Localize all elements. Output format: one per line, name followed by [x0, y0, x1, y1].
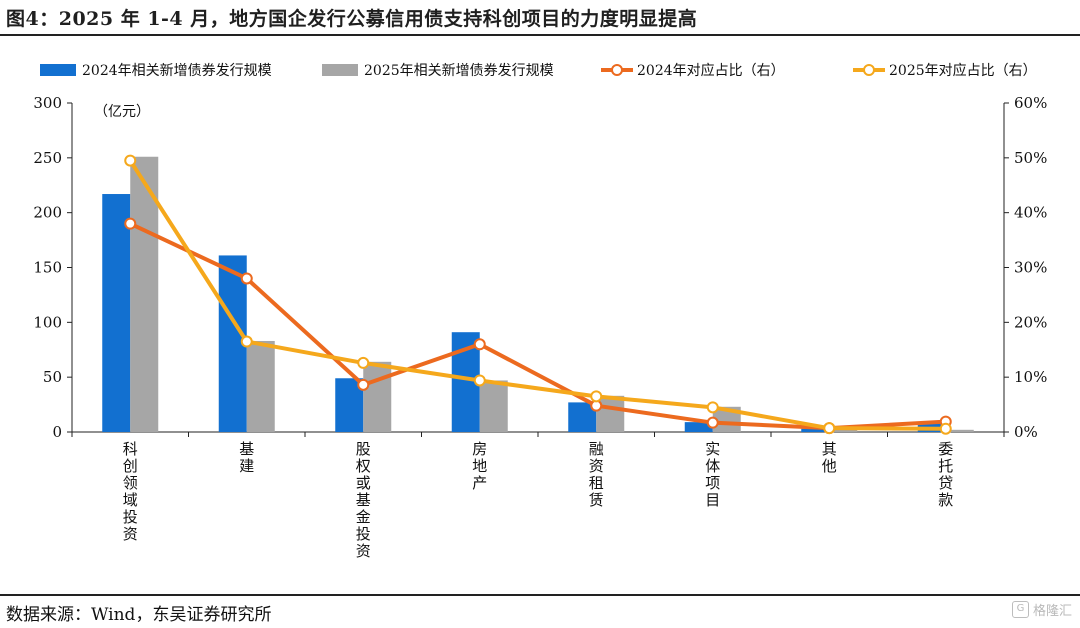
- legend-swatch: [40, 64, 76, 76]
- line-point: [240, 335, 253, 348]
- bar: [130, 156, 159, 432]
- bottom-rule: [0, 594, 1080, 596]
- legend-swatch: [322, 64, 358, 76]
- y-right-tick-label: 0%: [1014, 423, 1038, 441]
- y-left-tick-label: 100: [33, 313, 62, 331]
- y-left-tick-label: 150: [33, 259, 62, 277]
- watermark: G 格隆汇: [1011, 600, 1072, 619]
- x-tick-label: 融资租赁: [589, 440, 604, 509]
- series-line: [129, 221, 946, 431]
- y-left-tick-label: 250: [33, 149, 62, 167]
- legend-marker: [611, 64, 623, 76]
- legend-label: 2025年相关新增债券发行规模: [364, 63, 554, 79]
- bar: [102, 194, 131, 432]
- line-point: [240, 272, 253, 285]
- chart: 0 50 100 150 200 250 300 0% 10% 20% 30% 40% 50% 60% （亿…: [33, 62, 1047, 560]
- bar: [801, 428, 830, 432]
- line-point: [124, 217, 137, 230]
- unit-label: （亿元）: [94, 104, 150, 120]
- x-tick-label: 科创领域投资: [123, 440, 138, 543]
- x-tick-label: 房地产: [472, 440, 487, 492]
- legend-marker: [863, 64, 875, 76]
- bar: [684, 422, 713, 432]
- y-right-tick-label: 30%: [1014, 259, 1047, 277]
- bar: [596, 395, 625, 432]
- watermark-icon: G: [1011, 601, 1029, 618]
- y-left-tick-label: 200: [33, 204, 62, 222]
- line-point: [357, 378, 370, 391]
- x-tick-label: 股权或基金投资: [356, 440, 371, 560]
- line-point: [473, 338, 486, 351]
- chart-title: 图4：2025 年 1-4 月，地方国企发行公募信用债支持科创项目的力度明显提高: [6, 8, 698, 30]
- y-right-tick-label: 10%: [1014, 368, 1047, 386]
- y-left-tick-label: 0: [52, 423, 62, 441]
- line-point: [706, 401, 719, 414]
- line-point: [590, 390, 603, 403]
- y-right-tick-label: 50%: [1014, 149, 1047, 167]
- legend-label: 2024年对应占比（右）: [637, 62, 785, 79]
- title-rule: [0, 34, 1080, 36]
- x-tick-label: 基建: [239, 440, 254, 475]
- line-point: [124, 154, 137, 167]
- y-left-tick-label: 50: [43, 368, 62, 386]
- legend-label: 2024年相关新增债券发行规模: [82, 63, 272, 79]
- x-tick-label: 委托贷款: [938, 440, 953, 509]
- bar: [363, 361, 392, 432]
- legend-label: 2025年对应占比（右）: [889, 62, 1037, 79]
- bar: [246, 340, 275, 432]
- line-point: [823, 422, 836, 435]
- line-point: [357, 356, 370, 369]
- line-point: [706, 416, 719, 429]
- source-note: 数据来源：Wind，东吴证券研究所: [6, 605, 272, 625]
- x-tick-label: 其他: [822, 440, 837, 475]
- line-point: [473, 374, 486, 387]
- y-right-tick-label: 60%: [1014, 94, 1047, 112]
- y-right-tick-label: 40%: [1014, 204, 1047, 222]
- bar: [945, 429, 974, 432]
- watermark-text: 格隆汇: [1032, 604, 1072, 619]
- y-left-tick-label: 300: [33, 94, 62, 112]
- x-tick-label: 实体项目: [705, 440, 720, 509]
- series-line: [128, 159, 946, 431]
- title-bar: 图4：2025 年 1-4 月，地方国企发行公募信用债支持科创项目的力度明显提高: [0, 0, 1080, 34]
- y-right-tick-label: 20%: [1014, 313, 1047, 331]
- line-point: [939, 422, 952, 435]
- bar: [479, 380, 508, 432]
